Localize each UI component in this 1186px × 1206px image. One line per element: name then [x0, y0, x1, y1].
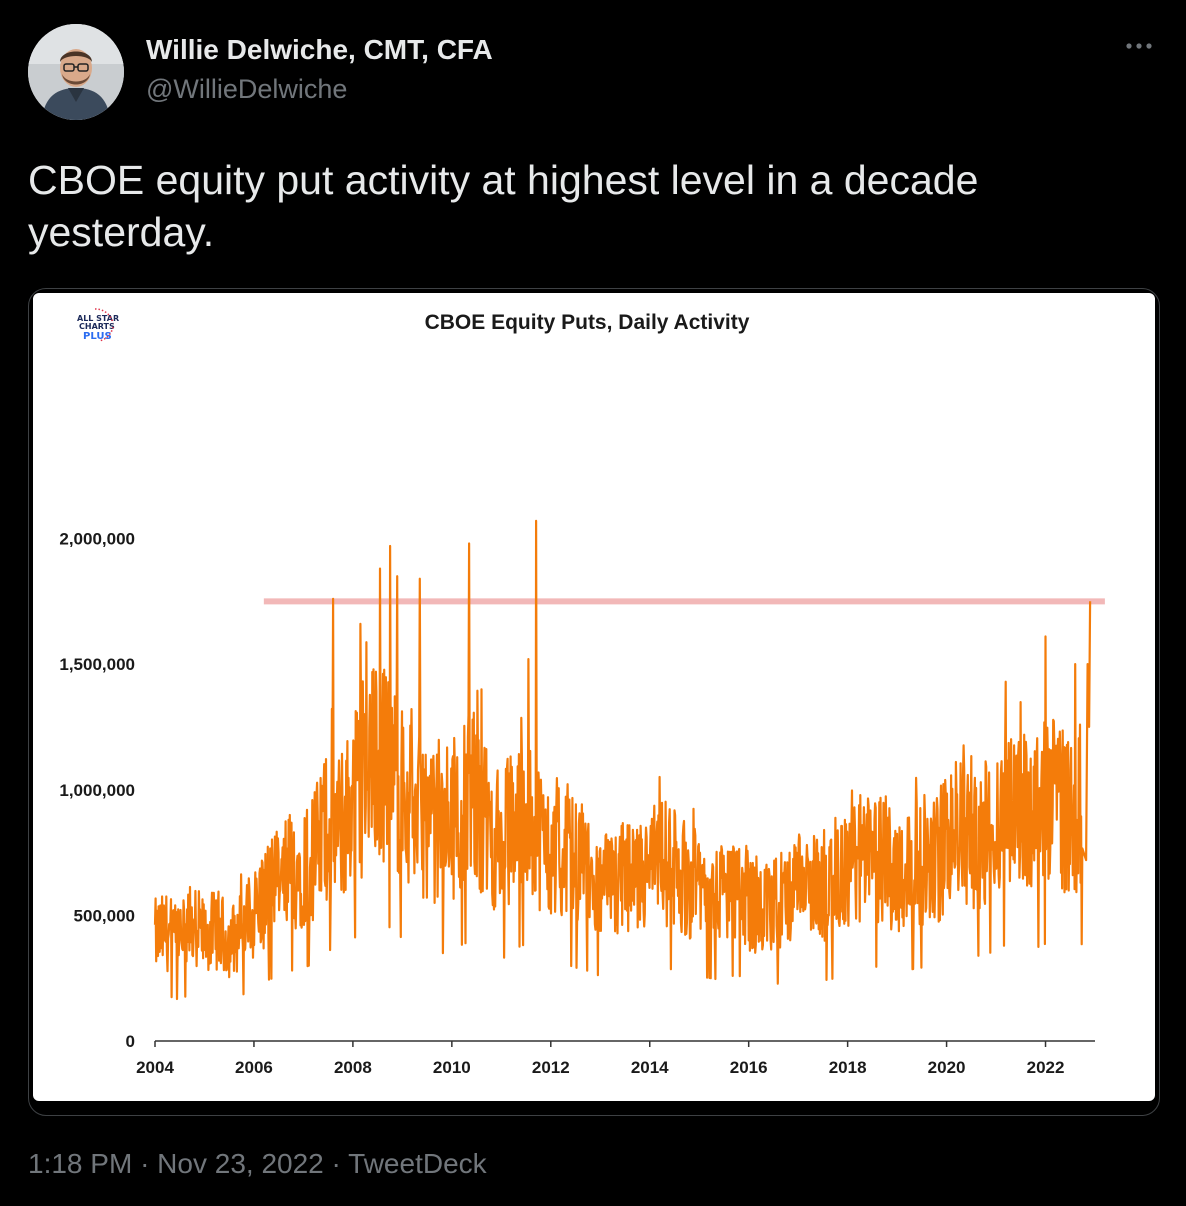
author-handle[interactable]: @WillieDelwiche — [146, 74, 348, 104]
y-axis: 0 500,000 1,000,000 1,500,000 2,000,000 — [59, 530, 135, 1052]
x-tick-label: 2020 — [928, 1058, 966, 1077]
tweet-timestamp: 1:18 PM · Nov 23, 2022 · TweetDeck — [28, 1148, 487, 1180]
chart-logo: ALL STAR CHARTS PLUS — [77, 308, 119, 342]
tweet-time[interactable]: 1:18 PM — [28, 1148, 133, 1179]
series-line — [153, 519, 1092, 1001]
chart: ALL STAR CHARTS PLUS CBOE Equity Puts, D… — [59, 308, 1105, 1077]
x-tick-label: 2010 — [433, 1058, 471, 1077]
tweet-text: CBOE equity put activity at highest leve… — [28, 157, 979, 255]
x-tick-label: 2006 — [235, 1058, 273, 1077]
logo-line2: CHARTS — [79, 322, 115, 331]
logo-line3: PLUS — [83, 331, 112, 342]
meta-separator-2: · — [331, 1148, 341, 1179]
x-tick-label: 2016 — [730, 1058, 768, 1077]
y-tick-label: 1,500,000 — [59, 655, 135, 674]
more-icon[interactable] — [1122, 34, 1156, 58]
author-name[interactable]: Willie Delwiche, CMT, CFA — [146, 34, 493, 65]
tweet-date[interactable]: Nov 23, 2022 — [157, 1148, 324, 1179]
tweet-source-link[interactable]: TweetDeck — [348, 1148, 487, 1179]
y-tick-label: 500,000 — [74, 906, 135, 925]
x-tick-label: 2008 — [334, 1058, 372, 1077]
y-tick-label: 0 — [126, 1032, 135, 1051]
x-tick-label: 2004 — [136, 1058, 174, 1077]
x-tick-label: 2014 — [631, 1058, 669, 1077]
x-axis: 2004 2006 2008 2010 2012 2014 2016 2018 2020 2022 — [136, 1040, 1095, 1077]
chart-title: CBOE Equity Puts, Daily Activity — [425, 311, 750, 334]
x-tick-label: 2012 — [532, 1058, 570, 1077]
x-tick-label: 2018 — [829, 1058, 867, 1077]
chart-card: ALL STAR CHARTS PLUS CBOE Equity Puts, D… — [33, 293, 1155, 1101]
logo-line1: ALL STAR — [77, 314, 119, 323]
y-tick-label: 1,000,000 — [59, 781, 135, 800]
y-tick-label: 2,000,000 — [59, 530, 135, 549]
meta-separator-1: · — [140, 1148, 150, 1179]
avatar[interactable] — [28, 24, 124, 120]
x-tick-label: 2022 — [1027, 1058, 1065, 1077]
series-group — [153, 519, 1092, 1001]
avatar-image — [28, 24, 124, 120]
tweet-media[interactable]: ALL STAR CHARTS PLUS CBOE Equity Puts, D… — [28, 288, 1160, 1116]
